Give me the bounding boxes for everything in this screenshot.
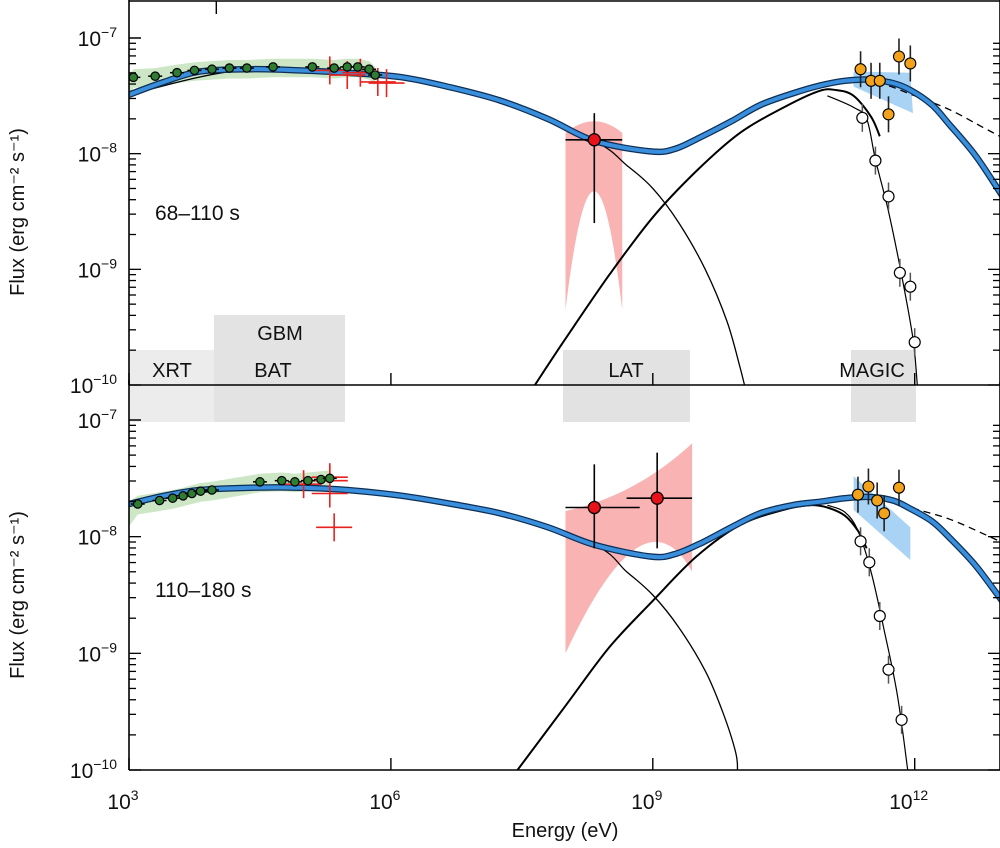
y-tick-label: 10−7 <box>78 406 118 433</box>
xrt-point <box>207 64 217 75</box>
xrt-point <box>290 477 300 487</box>
instrument-label-bat: BAT <box>254 360 291 382</box>
x-tick-label: 109 <box>631 787 662 814</box>
xrt-point <box>172 67 182 78</box>
instrument-label-xrt: XRT <box>152 360 192 382</box>
xrt-point <box>129 72 139 83</box>
magic-absorbed-fit-curve <box>827 504 909 770</box>
xrt-point <box>307 62 318 72</box>
magic-absorbed-point <box>856 111 869 124</box>
magic-absorbed-point <box>895 713 908 726</box>
instrument-label-magic: MAGIC <box>839 360 905 382</box>
magic-observed-point <box>892 481 906 494</box>
xrt-point <box>207 485 217 495</box>
xrt-point <box>276 475 287 486</box>
lat-butterfly <box>565 121 623 310</box>
y-tick-label: 10−9 <box>78 639 118 666</box>
xrt-point <box>195 486 206 496</box>
magic-absorbed-point <box>873 609 886 623</box>
xrt-point <box>255 477 265 487</box>
y-tick-label: 10−9 <box>78 255 118 282</box>
magic-absorbed-point <box>904 280 917 293</box>
xrt-point <box>370 70 380 80</box>
instrument-label-gbm: GBM <box>257 323 303 345</box>
xrt-point <box>224 63 235 73</box>
xrt-point <box>329 63 339 73</box>
x-tick-label: 103 <box>107 787 138 814</box>
magic-absorbed-point <box>882 190 895 203</box>
magic-absorbed-point <box>863 556 876 569</box>
y-tick-label: 10−10 <box>70 756 117 783</box>
xrt-point <box>150 71 160 81</box>
xrt-point <box>189 65 200 76</box>
magic-observed-point <box>873 74 886 87</box>
instrument-band-magic <box>851 350 916 422</box>
y-axis-label-top: Flux (erg cm⁻² s⁻¹) <box>7 128 29 296</box>
xrt-point <box>316 474 326 485</box>
magic-observed-point <box>892 50 906 63</box>
magic-observed-point <box>854 63 867 76</box>
magic-observed-point <box>878 507 891 520</box>
panel-110-180s: 10−7 10−8 10−9 10−10 <box>70 380 1000 783</box>
xrt-point <box>268 62 278 72</box>
magic-absorbed-point <box>882 663 895 676</box>
panel-68-110s: 10−7 10−8 10−9 10−10 XRT GBM BAT LAT MAGIC <box>70 0 1000 422</box>
lat-point <box>650 491 664 505</box>
panel-label-top: 68–110 s <box>155 202 240 225</box>
y-tick-label: 10−8 <box>78 523 118 550</box>
xrt-point <box>303 475 313 486</box>
y-tick-label: 10−10 <box>70 371 117 398</box>
x-tick-label: 106 <box>369 787 400 814</box>
plot-area <box>129 443 1000 770</box>
x-axis: 103 106 109 1012 <box>107 0 1000 814</box>
magic-observed-point <box>904 57 917 70</box>
xrt-point <box>342 62 353 72</box>
magic-absorbed-point <box>869 154 882 167</box>
y-tick-label: 10−8 <box>78 140 118 167</box>
instrument-band-xrt <box>129 350 214 422</box>
magic-absorbed-point <box>908 336 921 349</box>
x-tick-label: 1012 <box>889 787 928 814</box>
xrt-point <box>352 62 363 72</box>
instrument-label-lat: LAT <box>608 360 643 382</box>
magic-absorbed-point <box>854 535 867 548</box>
xrt-point <box>167 493 178 503</box>
plot-area <box>129 38 1000 385</box>
x-axis-label: Energy (eV) <box>512 820 619 842</box>
total-model-curve <box>129 67 1000 196</box>
xrt-point <box>154 495 165 506</box>
y-tick-label: 10−7 <box>78 24 118 51</box>
inverse-compton-model-curve <box>534 88 881 385</box>
xrt-point <box>364 64 374 75</box>
y-axis-label-bottom: Flux (erg cm⁻² s⁻¹) <box>7 511 29 679</box>
magic-absorbed-point <box>893 266 906 279</box>
magic-observed-point <box>862 480 875 493</box>
xrt-point <box>242 63 252 73</box>
instrument-band-lat <box>563 350 690 422</box>
magic-observed-point <box>871 494 884 507</box>
lat-butterfly <box>565 443 693 654</box>
magic-observed-point <box>882 108 895 121</box>
magic-observed-point <box>851 488 865 501</box>
magic-absorbed-fit-curve <box>827 95 918 385</box>
lat-point <box>587 133 601 147</box>
lat-point <box>587 500 601 515</box>
panel-label-bottom: 110–180 s <box>155 579 252 602</box>
instrument-band-gbm <box>214 315 345 422</box>
xrt-point <box>324 473 335 484</box>
